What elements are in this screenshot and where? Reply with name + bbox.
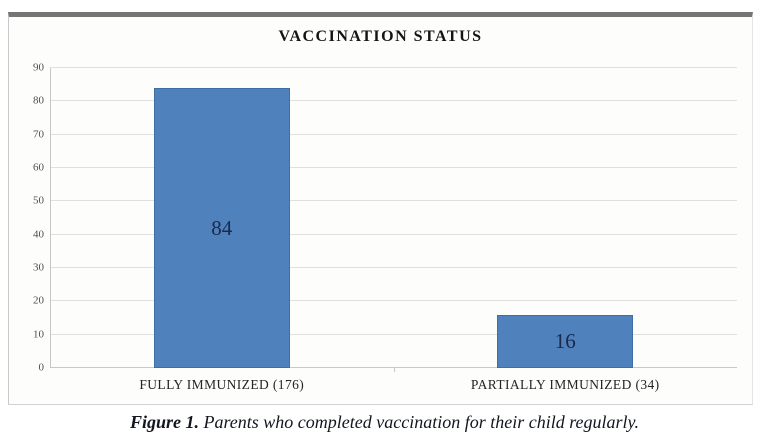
y-axis-line [50, 68, 51, 368]
ytick-label-70: 70 [33, 128, 44, 141]
bar-value-label: 16 [554, 328, 576, 353]
x-axis-labels: FULLY IMMUNIZED (176) PARTIALLY IMMUNIZE… [50, 372, 737, 393]
ytick-label-30: 30 [33, 261, 44, 274]
figure-caption: Figure 1. Parents who completed vaccinat… [0, 412, 769, 433]
ytick-label-50: 50 [33, 194, 44, 207]
figure-caption-text: Parents who completed vaccination for th… [198, 412, 640, 432]
chart-title: VACCINATION STATUS [278, 28, 483, 45]
bar-value-label: 84 [211, 215, 233, 240]
gridline-20 [50, 300, 737, 302]
chart-container: VACCINATION STATUS 0 10 20 30 40 50 60 70 80 90 8… [8, 12, 753, 405]
gridline-0 [50, 367, 737, 368]
ytick-label-20: 20 [33, 294, 44, 307]
x-axis-label-fully-immunized: FULLY IMMUNIZED (176) [139, 377, 305, 392]
gridline-70 [50, 133, 737, 135]
bar-fully-immunized: 84 [153, 88, 290, 368]
bar-partially-immunized: 16 [497, 314, 634, 368]
gridline-50 [50, 200, 737, 202]
gridline-30 [50, 267, 737, 268]
gridline-80 [50, 100, 737, 102]
plot-area: 0 10 20 30 40 50 60 70 80 90 84 16 [33, 62, 737, 373]
x-axis-label-partially-immunized: PARTIALLY IMMUNIZED (34) [470, 377, 660, 392]
x-axis-category-tick [393, 368, 395, 372]
ytick-label-80: 80 [33, 94, 44, 107]
figure-caption-number: Figure 1. [129, 412, 199, 432]
ytick-label-90: 90 [33, 61, 44, 74]
ytick-label-60: 60 [33, 161, 44, 174]
ytick-label-0: 0 [38, 361, 45, 374]
ytick-label-40: 40 [33, 228, 44, 241]
bar-slot-fully-immunized: 84 [50, 68, 394, 368]
bar-series: 84 16 [50, 68, 737, 368]
gridline-90 [50, 67, 737, 68]
gridline-40 [50, 233, 737, 235]
gridline-10 [50, 333, 737, 335]
bar-slot-partially-immunized: 16 [394, 68, 738, 368]
ytick-label-10: 10 [33, 328, 44, 341]
gridline-60 [50, 167, 737, 168]
